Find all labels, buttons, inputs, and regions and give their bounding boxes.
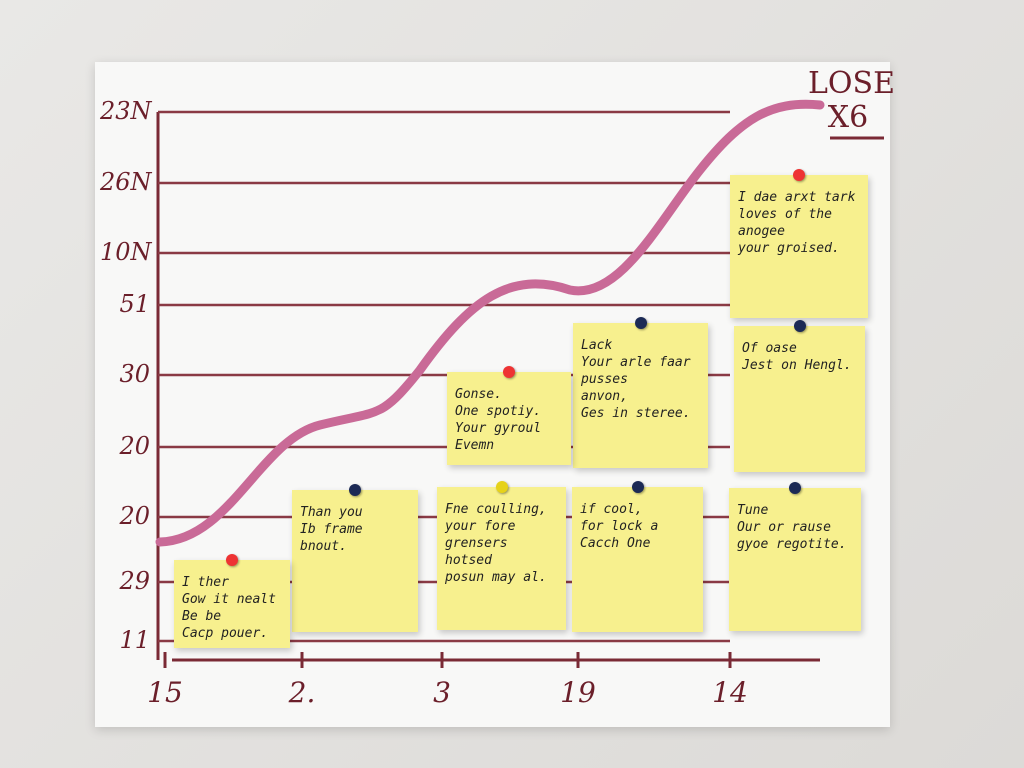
sticky-note: I ther Gow it nealt Be be Cacp pouer.	[174, 554, 290, 648]
note-line: Lack	[581, 338, 613, 353]
note-line: posun may al.	[445, 570, 547, 585]
note-line: I dae arxt tark	[738, 190, 856, 205]
x-axis-label: 15	[147, 676, 183, 709]
pin	[503, 366, 515, 378]
sticky-note: Fne coulling, your fore grensers hotsed pos…	[437, 481, 566, 630]
note-line: Of oase	[742, 341, 797, 356]
note-line: for lock a	[580, 519, 659, 534]
note-line: Than you	[300, 505, 363, 520]
y-axis-label: 20	[119, 432, 150, 460]
corner-label: LOSE	[808, 66, 895, 101]
pin	[793, 169, 805, 181]
note-line: Our or rause	[737, 520, 831, 535]
x-axis-label: 19	[560, 676, 596, 709]
pin	[226, 554, 238, 566]
note-line: Cacch One	[580, 536, 651, 551]
note-line: gyoe regotite.	[737, 537, 847, 552]
y-axis-label: 29	[119, 567, 150, 595]
pin	[495, 481, 508, 493]
note-line: hotsed	[445, 553, 492, 568]
note-line: Your gyroul	[455, 421, 542, 436]
note-line: Be be	[182, 609, 222, 624]
note-line: Evemn	[455, 438, 495, 453]
note-line: Gonse.	[455, 387, 502, 402]
y-axis-label: 20	[119, 502, 150, 530]
sticky-note: Gonse. One spotiy. Your gyroul Evemn	[447, 366, 571, 465]
pin	[634, 317, 647, 329]
sticky-note: I dae arxt tark loves of the anogee your gr…	[730, 169, 868, 318]
y-axis-label: 51	[119, 290, 150, 318]
axes	[156, 112, 820, 662]
note-line: Ib frame bnout.	[300, 522, 363, 554]
pin	[789, 482, 801, 494]
note-line: if cool,	[580, 502, 643, 517]
y-axis-label: 11	[119, 626, 150, 654]
y-axis-label: 26N	[100, 168, 152, 196]
trend-curve	[155, 99, 825, 547]
note-line: Fne coulling,	[445, 502, 547, 517]
sticky-note: Tune Our or rause gyoe regotite.	[729, 482, 861, 631]
sticky-note: Than you Ib frame bnout.	[292, 484, 418, 632]
note-line: your groised.	[738, 241, 840, 256]
sticky-note: Of oase Jest on Hengl.	[734, 320, 865, 472]
note-line: Your arle faar	[581, 355, 691, 370]
note-line: your fore grensers	[445, 519, 516, 551]
pin	[793, 320, 806, 332]
y-axis-label: 10N	[100, 238, 152, 266]
note-line: Gow it nealt	[182, 592, 276, 607]
note-line: Tune	[737, 503, 769, 518]
y-axis-label: 23N	[100, 97, 152, 125]
y-axis-label: 30	[119, 360, 150, 388]
x-axis-label: 14	[712, 676, 748, 709]
x-axis-label: 3	[433, 676, 451, 709]
sticky-note: if cool, for lock a Cacch One	[572, 481, 703, 632]
note-line: anogee	[738, 224, 785, 239]
note-line: pusses	[581, 372, 628, 387]
pin	[631, 481, 644, 493]
note-line: loves of the	[738, 207, 832, 222]
sticky-note: Lack Your arle faar pusses anvon, Ges in ste…	[573, 317, 708, 468]
pin	[349, 484, 361, 496]
note-line: anvon,	[581, 389, 628, 404]
corner-label: X6	[827, 100, 869, 135]
note-line: One spotiy.	[455, 404, 542, 419]
x-axis-label: 2.	[288, 676, 316, 709]
note-line: Ges in steree.	[581, 406, 691, 421]
note-line: Jest on Hengl.	[742, 358, 852, 373]
note-line: I ther	[182, 575, 229, 590]
note-line: Cacp pouer.	[182, 626, 269, 641]
